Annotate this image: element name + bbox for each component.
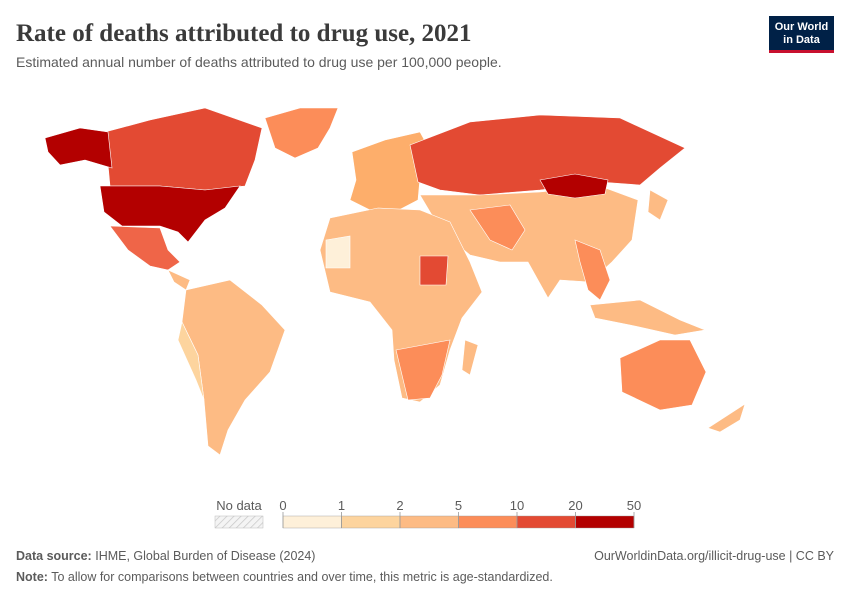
legend-tick-label: 20 bbox=[568, 498, 582, 513]
legend-swatch bbox=[399, 515, 459, 529]
logo-box[interactable] bbox=[769, 16, 834, 50]
legend: No data 0 1 2 5 10 20 50 bbox=[214, 498, 641, 529]
country[interactable] bbox=[461, 339, 479, 376]
country[interactable] bbox=[349, 131, 431, 213]
legend-tick-label: 5 bbox=[455, 498, 462, 513]
legend-swatch bbox=[516, 515, 576, 529]
legend-tick-label: 2 bbox=[396, 498, 403, 513]
legend-tick-label: 50 bbox=[627, 498, 641, 513]
logo-text[interactable]: Our World bbox=[775, 21, 829, 33]
logo-text[interactable]: in Data bbox=[783, 34, 821, 46]
source: Data source: IHME, Global Burden of Dise… bbox=[16, 549, 315, 563]
country[interactable] bbox=[619, 339, 707, 411]
world-map bbox=[44, 107, 746, 456]
note-text: To allow for comparisons between countri… bbox=[51, 570, 553, 584]
note-label: Note: bbox=[16, 570, 48, 584]
country[interactable] bbox=[574, 239, 611, 301]
country[interactable] bbox=[469, 204, 526, 251]
country[interactable] bbox=[109, 225, 181, 271]
logo-bar bbox=[769, 50, 834, 53]
country[interactable] bbox=[177, 321, 205, 401]
country[interactable] bbox=[589, 299, 707, 336]
country[interactable] bbox=[539, 173, 609, 199]
country[interactable] bbox=[647, 189, 669, 221]
country[interactable] bbox=[409, 114, 686, 196]
country[interactable] bbox=[325, 235, 351, 269]
note: Note: To allow for comparisons between c… bbox=[16, 570, 553, 584]
no-data-swatch bbox=[214, 515, 264, 529]
source-text: IHME, Global Burden of Disease (2024) bbox=[95, 549, 315, 563]
legend-swatch bbox=[575, 515, 635, 529]
country[interactable] bbox=[707, 403, 746, 433]
country[interactable] bbox=[167, 269, 191, 291]
title: Rate of deaths attributed to drug use, 2… bbox=[16, 20, 472, 47]
country[interactable] bbox=[395, 339, 451, 401]
source-label: Data source: bbox=[16, 549, 92, 563]
legend-label: No data bbox=[216, 498, 262, 513]
legend-tick-label: 1 bbox=[338, 498, 345, 513]
country[interactable] bbox=[44, 127, 113, 169]
country[interactable] bbox=[419, 255, 449, 286]
legend-swatch bbox=[341, 515, 401, 529]
legend-tick-label: 0 bbox=[279, 498, 286, 513]
legend-swatch bbox=[282, 515, 342, 529]
legend-tick-label: 10 bbox=[510, 498, 524, 513]
subtitle: Estimated annual number of deaths attrib… bbox=[16, 54, 502, 70]
logo[interactable]: Our World in Data bbox=[769, 16, 834, 53]
country[interactable] bbox=[264, 107, 339, 159]
legend-swatch bbox=[458, 515, 518, 529]
country[interactable] bbox=[104, 107, 263, 191]
country[interactable] bbox=[99, 185, 241, 243]
url[interactable]: OurWorldinData.org/illicit-drug-use | CC… bbox=[594, 549, 835, 563]
